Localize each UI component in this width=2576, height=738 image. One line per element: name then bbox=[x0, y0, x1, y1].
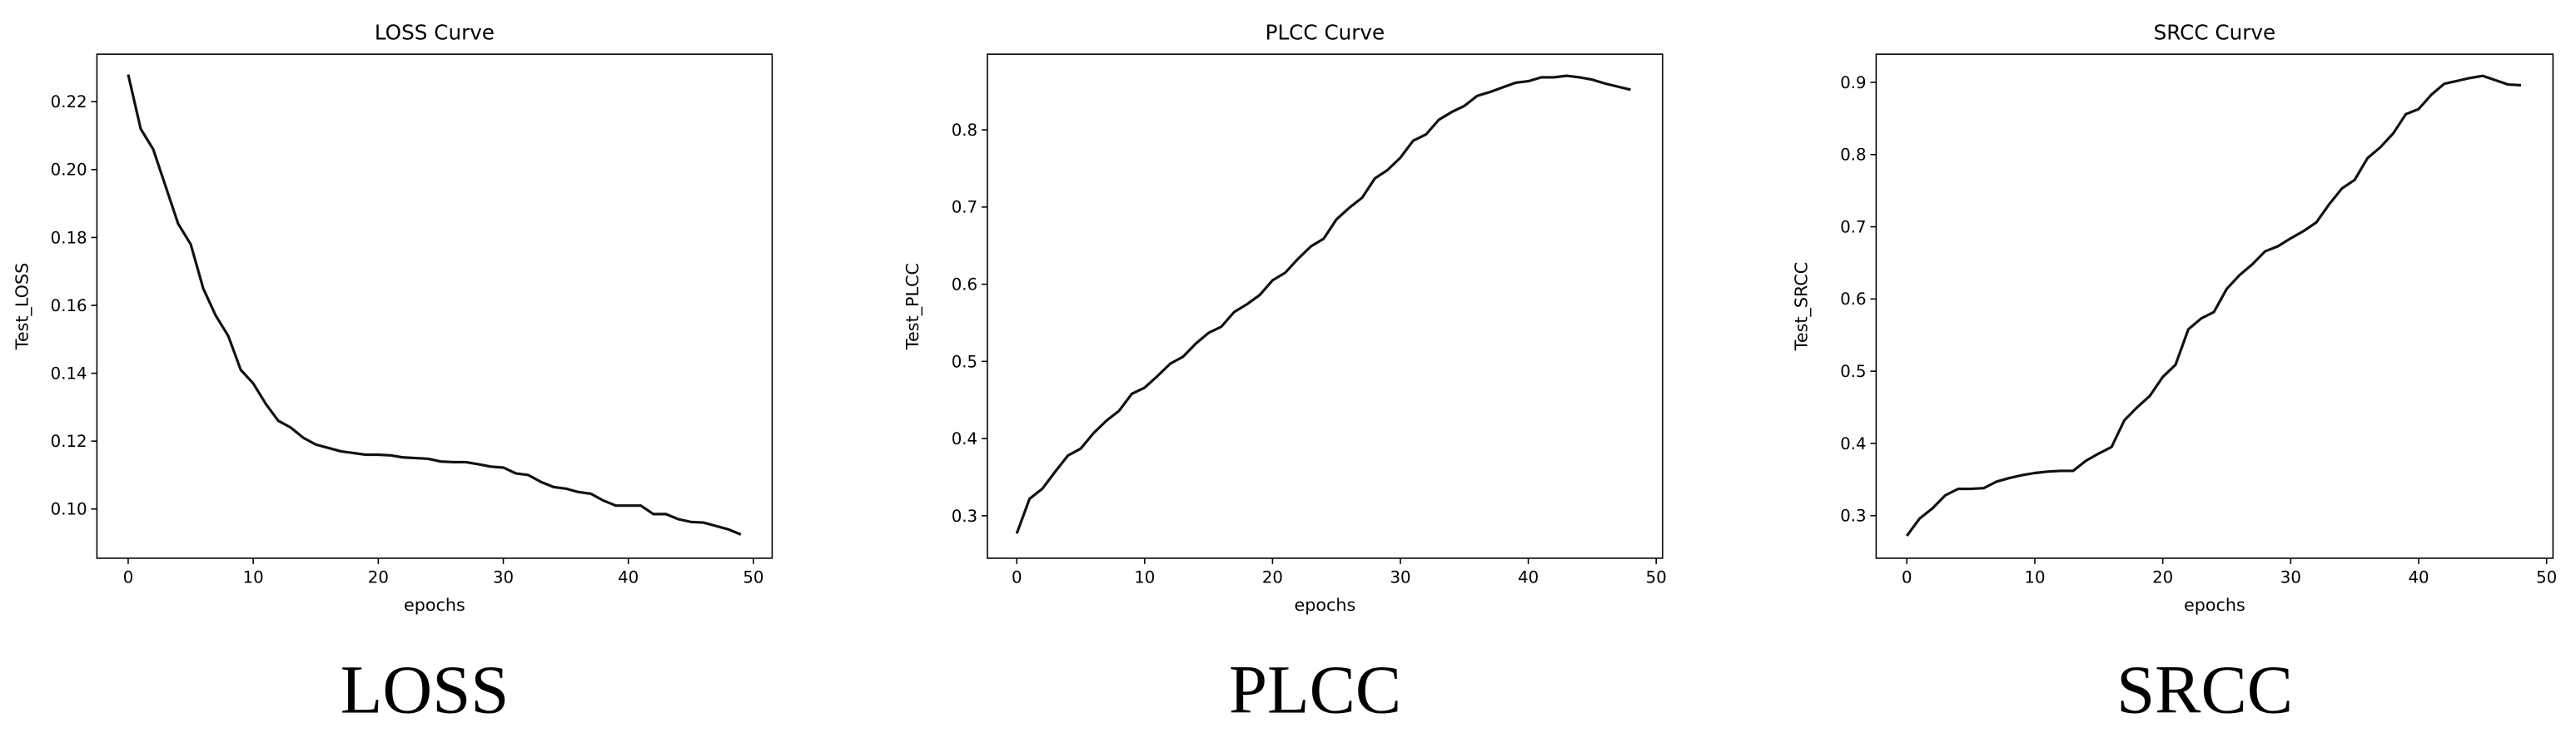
y-tick-label: 0.6 bbox=[1840, 290, 1866, 309]
x-tick-label: 40 bbox=[618, 568, 639, 587]
y-tick-label: 0.4 bbox=[952, 429, 977, 448]
y-tick-label: 0.18 bbox=[51, 228, 87, 247]
chart-title: PLCC Curve bbox=[1266, 20, 1385, 44]
x-tick-label: 10 bbox=[2024, 568, 2045, 587]
x-tick-label: 40 bbox=[1518, 568, 1539, 587]
x-tick-label: 50 bbox=[1646, 568, 1667, 587]
y-tick-label: 0.10 bbox=[51, 500, 87, 519]
y-tick-label: 0.7 bbox=[1840, 217, 1866, 236]
y-axis-label: Test_PLCC bbox=[903, 263, 923, 350]
x-tick-label: 20 bbox=[1262, 568, 1283, 587]
y-tick-label: 0.8 bbox=[1840, 146, 1866, 165]
caption: LOSS bbox=[341, 651, 510, 727]
x-tick-label: 10 bbox=[1134, 568, 1155, 587]
data-line bbox=[127, 74, 742, 536]
y-tick-label: 0.5 bbox=[952, 352, 977, 371]
y-axis-label: Test_LOSS bbox=[12, 263, 33, 351]
y-tick-label: 0.4 bbox=[1840, 434, 1866, 453]
x-tick-label: 50 bbox=[2536, 568, 2557, 587]
x-tick-label: 20 bbox=[2152, 568, 2173, 587]
caption: PLCC bbox=[1229, 651, 1401, 727]
x-tick-label: 30 bbox=[493, 568, 514, 587]
x-tick-label: 0 bbox=[1902, 568, 1912, 587]
x-tick-label: 20 bbox=[368, 568, 389, 587]
x-tick-label: 0 bbox=[1012, 568, 1022, 587]
data-line bbox=[1906, 74, 2522, 537]
data-line bbox=[1015, 74, 1631, 534]
plot-frame bbox=[96, 53, 773, 559]
y-tick-label: 0.14 bbox=[51, 364, 87, 383]
y-tick-label: 0.3 bbox=[1840, 507, 1866, 526]
y-tick-label: 0.20 bbox=[51, 161, 87, 180]
y-tick-label: 0.16 bbox=[51, 296, 87, 315]
x-tick-label: 10 bbox=[243, 568, 264, 587]
x-tick-label: 0 bbox=[123, 568, 134, 587]
y-tick-label: 0.7 bbox=[952, 198, 977, 217]
x-tick-label: 50 bbox=[743, 568, 763, 587]
plot-frame bbox=[1875, 53, 2554, 559]
y-tick-label: 0.5 bbox=[1840, 362, 1866, 381]
y-tick-label: 0.22 bbox=[51, 92, 87, 111]
x-tick-label: 30 bbox=[1390, 568, 1410, 587]
y-tick-label: 0.3 bbox=[952, 507, 977, 526]
y-tick-label: 0.8 bbox=[952, 121, 977, 140]
x-axis-label: epochs bbox=[1294, 595, 1355, 615]
plot-frame bbox=[987, 53, 1663, 559]
x-axis-label: epochs bbox=[404, 595, 465, 615]
x-tick-label: 40 bbox=[2408, 568, 2429, 587]
caption: SRCC bbox=[2116, 651, 2293, 727]
x-axis-label: epochs bbox=[2184, 595, 2245, 615]
y-axis-label: Test_SRCC bbox=[1792, 262, 1813, 352]
x-tick-label: 30 bbox=[2280, 568, 2301, 587]
chart-title: SRCC Curve bbox=[2154, 20, 2276, 44]
y-tick-label: 0.9 bbox=[1840, 73, 1866, 92]
y-tick-label: 0.6 bbox=[952, 275, 977, 294]
chart-title: LOSS Curve bbox=[375, 20, 495, 44]
y-tick-label: 0.12 bbox=[51, 432, 87, 451]
